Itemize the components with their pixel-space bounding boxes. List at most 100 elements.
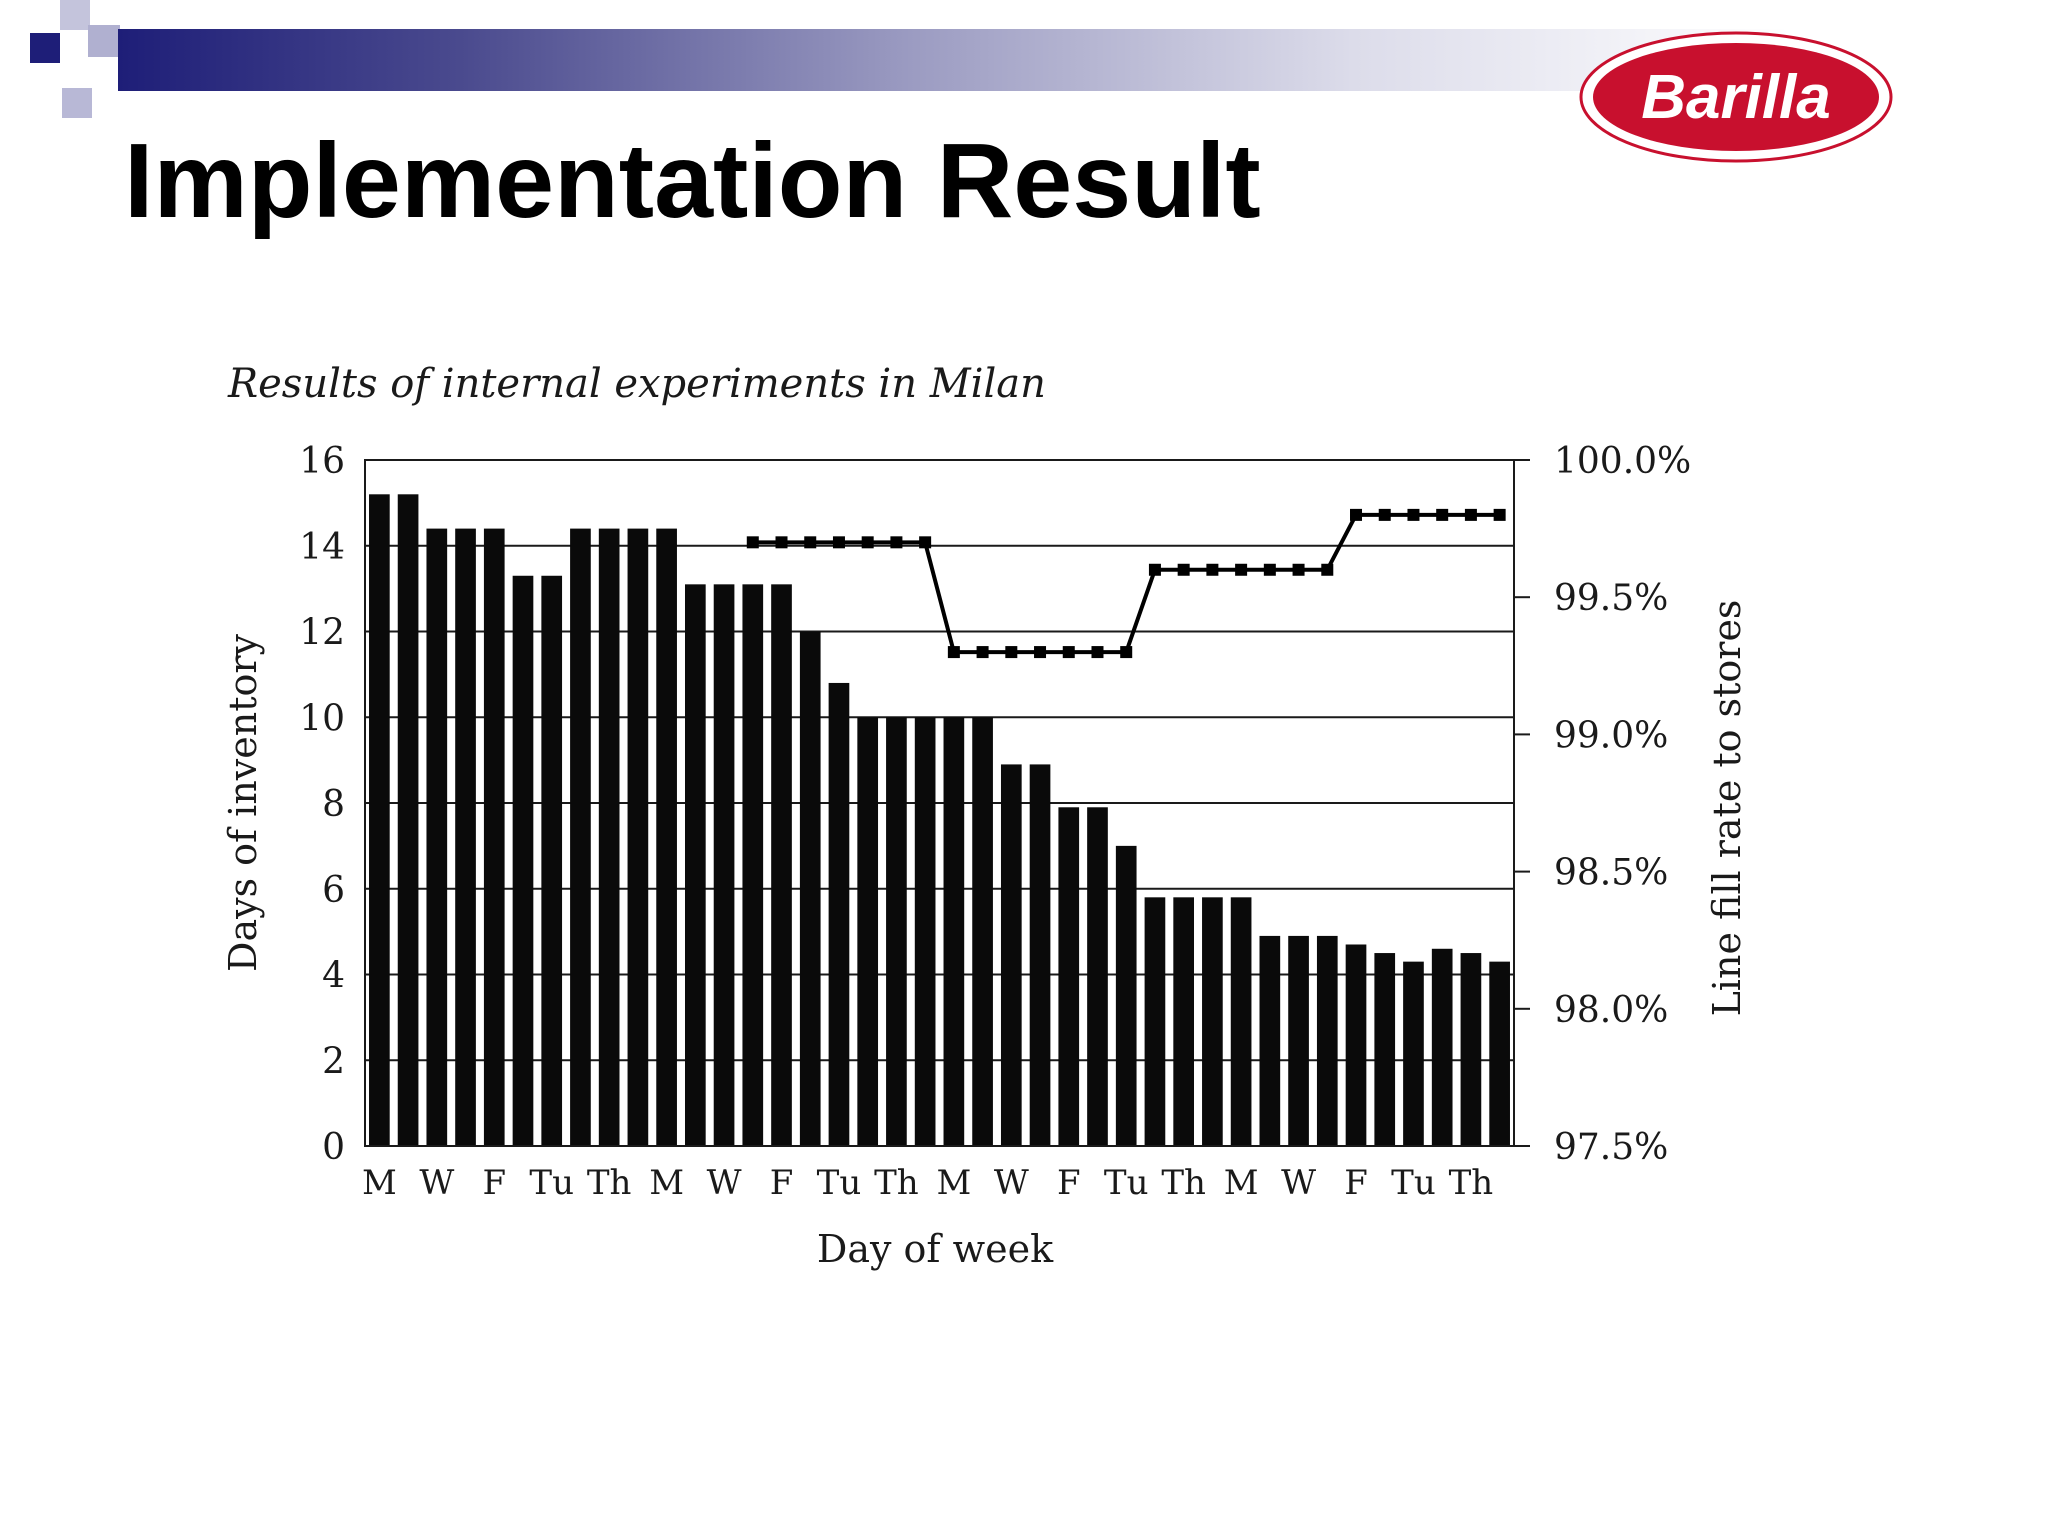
x-tick-label: M — [936, 1163, 971, 1203]
inventory-bar — [598, 528, 620, 1146]
header-decor-square-dark — [30, 33, 60, 63]
inventory-bar — [1431, 948, 1453, 1146]
x-tick-label: M — [362, 1163, 397, 1203]
y2-tick-label: 98.5% — [1554, 853, 1668, 894]
x-tick-label: Tu — [1104, 1163, 1149, 1203]
fill-rate-marker — [890, 536, 903, 549]
fill-rate-marker — [1493, 508, 1506, 521]
y2-tick-label: 97.5% — [1554, 1127, 1668, 1168]
x-tick-label: F — [770, 1163, 794, 1203]
inventory-bar — [857, 717, 879, 1146]
inventory-bar — [828, 682, 850, 1146]
y-tick-label: 6 — [322, 870, 345, 911]
inventory-bar — [1374, 953, 1396, 1146]
inventory-bar — [742, 584, 764, 1146]
y-tick-label: 2 — [322, 1041, 345, 1082]
inventory-bar — [1173, 897, 1195, 1146]
fill-rate-marker — [1091, 646, 1104, 659]
y-tick-label: 10 — [299, 698, 345, 739]
inventory-bar — [713, 584, 735, 1146]
fill-rate-marker — [1436, 508, 1449, 521]
inventory-bar — [455, 528, 476, 1146]
y-tick-label: 14 — [299, 527, 345, 568]
fill-rate-marker — [1378, 508, 1391, 521]
fill-rate-marker — [1407, 508, 1420, 521]
x-tick-label: Th — [1449, 1163, 1494, 1203]
fill-rate-marker — [1034, 646, 1047, 659]
inventory-bar — [914, 717, 936, 1146]
x-tick-label: M — [649, 1163, 684, 1203]
x-tick-label: Tu — [529, 1163, 574, 1203]
x-tick-label: W — [419, 1163, 454, 1203]
inventory-bar — [483, 528, 505, 1146]
fill-rate-marker — [919, 536, 932, 549]
inventory-bar — [656, 528, 677, 1146]
fill-rate-marker — [1148, 563, 1161, 576]
header-decor-square-mid — [88, 25, 120, 57]
inventory-bar — [570, 528, 591, 1146]
header-decor-square-light — [60, 0, 90, 30]
y-axis-title: Days of inventory — [221, 633, 265, 972]
inventory-bar — [1087, 807, 1108, 1146]
inventory-bar — [1000, 764, 1022, 1146]
y2-axis-title: Line fill rate to stores — [1705, 600, 1749, 1017]
barilla-logo: Barilla — [1579, 31, 1893, 163]
inventory-bar — [1403, 961, 1424, 1146]
fill-rate-marker — [1177, 563, 1190, 576]
fill-rate-marker — [1292, 563, 1305, 576]
y-tick-label: 16 — [299, 441, 345, 482]
x-tick-label: W — [1281, 1163, 1316, 1203]
inventory-bar — [627, 528, 649, 1146]
inventory-bar — [1259, 935, 1281, 1146]
x-tick-label: W — [707, 1163, 742, 1203]
fill-rate-marker — [1464, 508, 1477, 521]
x-tick-label: W — [994, 1163, 1029, 1203]
inventory-bar — [369, 494, 390, 1146]
header-decor-square-pale — [62, 88, 92, 118]
fill-rate-marker — [947, 646, 960, 659]
fill-rate-marker — [861, 536, 874, 549]
x-tick-label: Th — [1161, 1163, 1206, 1203]
inventory-bar — [1345, 944, 1367, 1146]
inventory-bar — [1029, 764, 1051, 1146]
fill-rate-marker — [775, 536, 788, 549]
inventory-bar — [684, 584, 706, 1146]
inventory-bar — [541, 575, 563, 1146]
y2-tick-label: 100.0% — [1554, 441, 1691, 482]
x-axis-ticks: M W F Tu Th M W F Tu Th M W F Tu Th M W F Tu Th — [362, 1163, 1493, 1203]
fill-rate-marker — [1062, 646, 1075, 659]
gridlines — [365, 544, 1514, 1062]
inventory-bar — [771, 584, 792, 1146]
inventory-bar — [1460, 953, 1482, 1146]
left-axis-ticks: 0 2 4 6 8 10 12 14 16 — [299, 441, 345, 1168]
inventory-bar — [1489, 961, 1510, 1146]
x-tick-label: Th — [587, 1163, 632, 1203]
fill-rate-marker — [1120, 646, 1133, 659]
fill-rate-marker — [1005, 646, 1018, 659]
inventory-bar — [1316, 935, 1338, 1146]
chart-title: Results of internal experiments in Milan — [227, 361, 1046, 407]
fill-rate-marker — [976, 646, 989, 659]
inventory-bar — [886, 717, 907, 1146]
fill-rate-marker — [1263, 563, 1276, 576]
x-tick-label: Tu — [817, 1163, 862, 1203]
inventory-bar — [1288, 935, 1309, 1146]
x-tick-label: F — [482, 1163, 506, 1203]
fill-rate-series — [746, 508, 1506, 659]
x-tick-label: Tu — [1391, 1163, 1436, 1203]
x-tick-label: F — [1057, 1163, 1081, 1203]
inventory-bar — [799, 631, 821, 1146]
fill-rate-marker — [1206, 563, 1219, 576]
x-axis-title: Day of week — [817, 1227, 1054, 1271]
inventory-bar — [1144, 897, 1166, 1146]
y2-tick-label: 98.0% — [1554, 990, 1668, 1031]
fill-rate-marker — [804, 536, 817, 549]
slide-title: Implementation Result — [124, 122, 1261, 240]
y-tick-label: 4 — [322, 956, 345, 997]
fill-rate-marker — [832, 536, 845, 549]
x-tick-label: Th — [874, 1163, 919, 1203]
x-tick-label: F — [1344, 1163, 1368, 1203]
x-tick-label: M — [1224, 1163, 1259, 1203]
fill-rate-marker — [1235, 563, 1248, 576]
